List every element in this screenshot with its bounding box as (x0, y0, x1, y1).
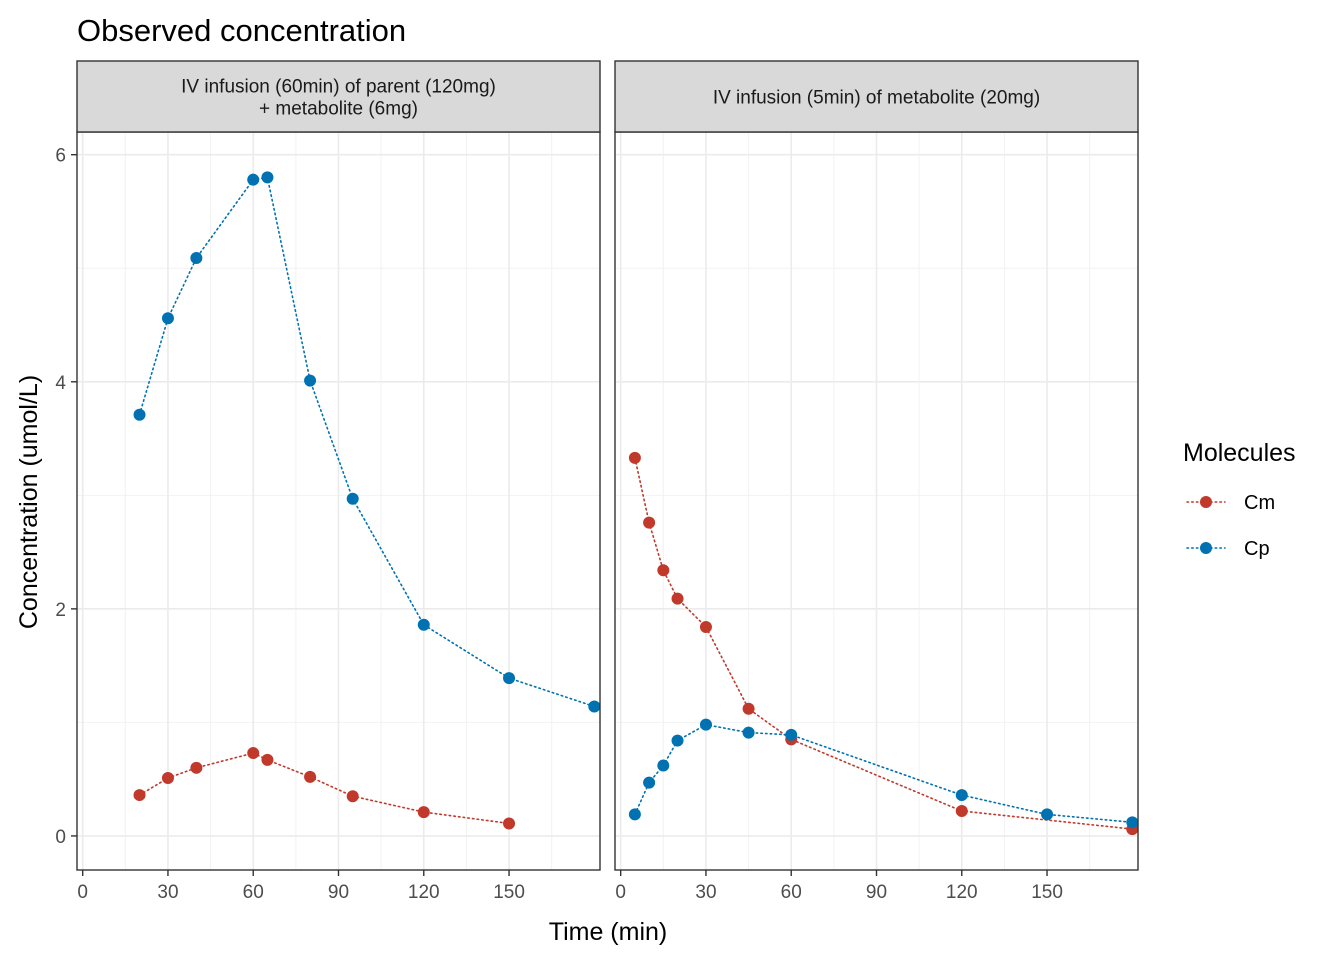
data-point-cp (671, 734, 684, 747)
data-point-cp (628, 808, 641, 821)
data-point-cm (643, 516, 656, 529)
facet-strip-label: IV infusion (5min) of metabolite (20mg) (713, 88, 1040, 109)
data-point-cp (261, 171, 274, 184)
data-point-cp (503, 672, 516, 685)
data-point-cm (628, 451, 641, 464)
series-cm (133, 747, 516, 830)
y-axis: 0 2 4 6 (55, 146, 77, 848)
data-point-cp (346, 492, 359, 505)
x-axis: 0 30 60 90 120 150 (77, 870, 525, 903)
x-tick-label: 120 (408, 882, 440, 903)
x-tick-label: 0 (615, 882, 626, 903)
data-point-cp (955, 789, 968, 802)
facet-strip-label: + metabolite (6mg) (259, 99, 418, 120)
y-axis-title: Concentration (umol/L) (15, 375, 43, 629)
data-point-cp (643, 776, 656, 789)
legend-label: Cp (1244, 538, 1270, 560)
data-point-cm (304, 770, 317, 783)
legend-entry-cp: Cp (1186, 538, 1270, 560)
grid-lines (615, 132, 1138, 870)
data-point-cp (161, 312, 174, 325)
x-axis: 0 30 60 90 120 150 (615, 870, 1063, 903)
legend: Molecules Cm Cp (1183, 439, 1296, 560)
legend-title: Molecules (1183, 439, 1296, 467)
x-tick-label: 0 (77, 882, 88, 903)
y-tick-label: 2 (55, 600, 66, 621)
data-point-cp (304, 374, 317, 387)
data-point-cm (261, 753, 274, 766)
data-point-cp (417, 618, 430, 631)
data-point-cm (161, 772, 174, 785)
legend-entry-cm: Cm (1186, 492, 1275, 514)
legend-key-point (1200, 496, 1212, 508)
data-point-cp (785, 728, 798, 741)
data-point-cp (742, 726, 755, 739)
series-cm (628, 451, 1139, 836)
x-axis-title: Time (min) (549, 918, 668, 946)
data-point-cp (1126, 816, 1139, 829)
data-point-cp (247, 173, 260, 186)
data-point-cm (955, 804, 968, 817)
series-cp (133, 171, 601, 713)
data-point-cm (346, 790, 359, 803)
x-tick-label: 30 (157, 882, 178, 903)
data-point-cm (247, 747, 260, 760)
x-tick-label: 150 (493, 882, 525, 903)
data-point-cm (417, 806, 430, 819)
facet-panel-1: IV infusion (60min) of parent (120mg)+ m… (55, 60, 601, 903)
x-tick-label: 60 (781, 882, 802, 903)
data-point-cp (657, 759, 670, 772)
grid-lines (77, 132, 600, 870)
y-tick-label: 4 (55, 373, 66, 394)
data-point-cm (657, 564, 670, 577)
data-point-cp (588, 700, 601, 713)
x-tick-label: 90 (328, 882, 349, 903)
y-tick-label: 0 (55, 827, 66, 848)
data-point-cp (133, 408, 146, 421)
series-line-cp (634, 723, 1134, 824)
x-tick-label: 30 (695, 882, 716, 903)
facet-panels: IV infusion (60min) of parent (120mg)+ m… (55, 60, 1139, 903)
facet-strip (614, 60, 1139, 133)
data-point-cm (671, 592, 684, 605)
data-point-cp (1041, 808, 1054, 821)
chart-title: Observed concentration (77, 13, 406, 48)
facet-strip-label: IV infusion (60min) of parent (120mg) (181, 77, 496, 98)
facet-panel-2: IV infusion (5min) of metabolite (20mg) 0… (614, 60, 1139, 903)
x-tick-label: 90 (866, 882, 887, 903)
x-tick-label: 60 (243, 882, 264, 903)
x-tick-label: 150 (1031, 882, 1063, 903)
legend-key-point (1200, 542, 1212, 554)
data-point-cm (503, 817, 516, 830)
series-cp (628, 718, 1139, 829)
data-point-cm (133, 789, 146, 802)
x-tick-label: 120 (946, 882, 978, 903)
data-point-cm (742, 702, 755, 715)
data-point-cm (699, 621, 712, 634)
data-point-cp (190, 252, 203, 265)
legend-label: Cm (1244, 492, 1275, 514)
facet-strip (76, 60, 601, 133)
series-line-cp (138, 176, 596, 708)
y-tick-label: 6 (55, 146, 66, 167)
data-point-cm (190, 761, 203, 774)
data-point-cp (699, 718, 712, 731)
